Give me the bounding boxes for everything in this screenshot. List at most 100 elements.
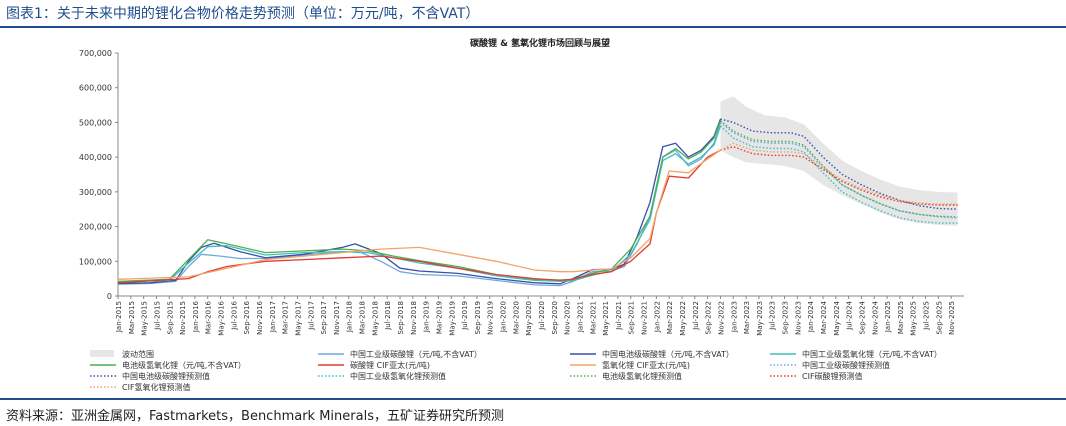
x-tick-label: Mar-2018	[359, 301, 367, 334]
x-tick-label: Sep-2015	[166, 301, 174, 335]
x-tick-label: Sep-2022	[705, 301, 713, 335]
x-tick-label: Mar-2024	[820, 300, 828, 334]
legend-label: 中国电池级碳酸锂（元/吨,不含VAT）	[602, 349, 734, 359]
x-tick-label: Jan-2019	[423, 301, 431, 333]
y-tick-label: 200,000	[79, 223, 112, 232]
series-line-bat_carbonate-dotted	[720, 118, 958, 210]
figure-title: 图表1：关于未来中期的锂化合物价格走势预测（单位：万元/吨，不含VAT）	[6, 6, 480, 22]
series-line-cif_hydroxide-dotted	[720, 142, 958, 205]
x-tick-label: Nov-2023	[794, 301, 802, 335]
x-tick-label: Nov-2020	[564, 301, 572, 335]
legend-label: 波动范围	[122, 349, 154, 359]
series-line-cif_carbonate-dotted	[720, 145, 958, 206]
x-tick-label: Jan-2015	[115, 301, 123, 333]
x-tick-label: May-2020	[525, 301, 533, 336]
legend-label: 氢氧化锂 CIF亚太(元/吨)	[602, 360, 690, 370]
series-line-bat_carbonate-solid	[117, 118, 722, 285]
series-layer	[117, 118, 958, 287]
x-tick-label: Mar-2020	[512, 301, 520, 334]
x-tick-label: Jan-2017	[269, 301, 277, 333]
x-tick-label: Jul-2016	[230, 300, 238, 330]
x-tick-label: May-2017	[294, 301, 302, 336]
x-tick-label: May-2015	[141, 301, 149, 336]
series-line-cif_hydroxide-solid	[117, 149, 721, 280]
range-band-layer	[720, 96, 958, 226]
x-tick-label: May-2023	[756, 301, 764, 336]
legend-label: 电池级氢氧化锂（元/吨,不含VAT）	[122, 360, 246, 370]
x-tick-label: Jan-2016	[192, 300, 200, 333]
x-tick-label: Jul-2025	[923, 301, 931, 331]
report-header: 图表1：关于未来中期的锂化合物价格走势预测（单位：万元/吨，不含VAT）	[0, 0, 1066, 28]
x-tick-label: Nov-2022	[717, 301, 725, 335]
x-tick-label: Jul-2024	[846, 300, 854, 330]
legend-label: 电池级氢氧化锂预测值	[602, 371, 682, 381]
series-line-ind_carbonate-dotted	[720, 121, 958, 219]
x-tick-label: Jan-2025	[884, 301, 892, 333]
y-tick-label: 600,000	[79, 84, 112, 93]
y-tick-label: 500,000	[79, 118, 112, 127]
y-tick-label: 0	[107, 292, 112, 301]
x-tick-label: Mar-2021	[589, 301, 597, 334]
lithium-price-chart: 碳酸锂 & 氢氧化锂市场回顾与展望 0 100,000 200,000 300,000…	[79, 37, 964, 392]
x-tick-label: May-2019	[448, 301, 456, 336]
x-tick-label: Sep-2017	[320, 301, 328, 335]
legend-label: 中国工业级碳酸锂（元/吨,不含VAT）	[350, 349, 482, 359]
x-tick-label: Nov-2015	[179, 301, 187, 335]
x-tick-label: May-2018	[371, 301, 379, 336]
legend-label: CIF氢氧化锂预测值	[122, 382, 191, 392]
series-line-ind_hydroxide-solid	[117, 125, 722, 283]
y-tick-label: 700,000	[79, 49, 112, 58]
x-tick-label: Jul-2020	[538, 301, 546, 331]
x-tick-label: Nov-2025	[948, 301, 956, 335]
x-tick-label: Nov-2021	[641, 301, 649, 335]
x-tick-label: May-2025	[910, 301, 918, 336]
legend: 波动范围 中国工业级碳酸锂（元/吨,不含VAT） 中国电池级碳酸锂（元/吨,不含VA…	[90, 349, 942, 392]
x-tick-label: Mar-2022	[666, 301, 674, 334]
x-tick-label: Sep-2019	[474, 301, 482, 335]
legend-label: 中国电池级碳酸锂预测值	[122, 371, 210, 381]
chart-title: 碳酸锂 & 氢氧化锂市场回顾与展望	[470, 37, 610, 49]
x-tick-label: Jan-2018	[346, 301, 354, 333]
x-tick-label: Sep-2023	[782, 301, 790, 335]
x-tick-label: Mar-2016	[205, 300, 213, 334]
x-tick-label: Jan-2020	[500, 301, 508, 333]
x-tick-label: Sep-2025	[935, 301, 943, 335]
x-tick-label: Jul-2018	[384, 301, 392, 331]
x-tick-label: Nov-2017	[333, 301, 341, 335]
legend-swatch-band	[90, 350, 114, 357]
x-tick-label: Jan-2021	[576, 301, 584, 333]
x-tick-label: Nov-2018	[410, 301, 418, 335]
y-tick-label: 100,000	[79, 257, 112, 266]
x-tick-label: Jan-2024	[807, 300, 815, 333]
x-tick-label: Sep-2018	[397, 301, 405, 335]
x-tick-label: May-2022	[679, 301, 687, 336]
legend-label: 中国工业级氢氧化锂（元/吨,不含VAT）	[802, 349, 942, 359]
x-tick-label: Sep-2016	[243, 300, 251, 334]
legend-label: 碳酸锂 CIF亚太(元/吨)	[350, 360, 430, 370]
x-tick-label: Mar-2025	[897, 301, 905, 334]
x-tick-label: Jul-2019	[461, 301, 469, 331]
x-tick-label: May-2016	[218, 300, 226, 335]
x-tick-label: Nov-2016	[256, 300, 264, 334]
range-band	[720, 96, 958, 226]
x-tick-label: Mar-2017	[282, 301, 290, 334]
legend-label: CIF碳酸锂预测值	[802, 371, 863, 381]
x-tick-label: Sep-2021	[628, 301, 636, 335]
y-axis: 0 100,000 200,000 300,000 400,000 500,000 600,…	[79, 49, 119, 301]
y-tick-label: 300,000	[79, 188, 112, 197]
legend-label: 中国工业级碳酸锂预测值	[802, 360, 890, 370]
x-tick-label: Jul-2023	[769, 301, 777, 331]
x-tick-label: Sep-2020	[551, 301, 559, 335]
x-tick-label: Mar-2019	[435, 301, 443, 334]
x-tick-label: Nov-2019	[487, 301, 495, 335]
x-tick-label: Jul-2017	[307, 301, 315, 331]
y-tick-label: 400,000	[79, 153, 112, 162]
x-tick-label: Jan-2023	[730, 301, 738, 333]
x-tick-label: Jul-2021	[615, 301, 623, 331]
x-tick-label: Sep-2024	[858, 300, 866, 334]
source-note: 资料来源：亚洲金属网，Fastmarkets，Benchmark Mineral…	[6, 409, 504, 424]
x-tick-label: Mar-2015	[128, 301, 136, 334]
x-tick-label: Nov-2024	[871, 300, 879, 334]
x-axis: Jan-2015 Mar-2015 May-2015 Jul-2015 Sep-2015…	[115, 295, 964, 336]
x-tick-label: May-2021	[602, 301, 610, 336]
